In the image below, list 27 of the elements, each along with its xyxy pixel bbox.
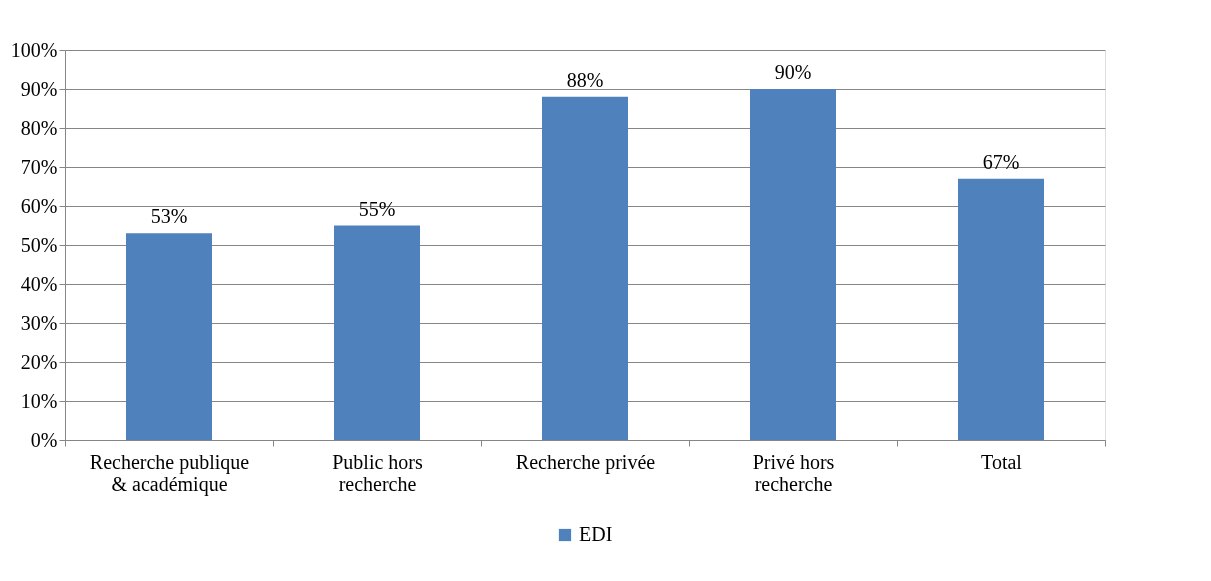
y-tick-label: 90% [20, 77, 58, 100]
y-tick-label: 30% [20, 311, 58, 334]
x-tick-label: Public hors recherche [332, 450, 423, 495]
y-tick-label: 50% [20, 233, 58, 256]
y-tick-label: 0% [30, 428, 58, 451]
y-tick-label: 10% [20, 389, 58, 412]
data-label: 67% [982, 150, 1020, 173]
data-label: 88% [566, 68, 604, 91]
x-tick-label: Privé hors recherche [752, 450, 835, 495]
data-label: 55% [358, 197, 396, 220]
data-label: 90% [774, 61, 812, 83]
data-label: 53% [150, 205, 188, 228]
y-tick-label: 100% [10, 38, 58, 61]
x-tick-label: Recherche publique & académique [89, 450, 250, 496]
x-tick-label: Recherche privée [515, 450, 656, 474]
x-tick-label: Total [981, 450, 1023, 473]
y-tick-label: 40% [20, 272, 58, 295]
bar [750, 89, 836, 440]
bar [542, 96, 628, 440]
bar [958, 178, 1044, 440]
bar [334, 225, 420, 440]
y-tick-label: 70% [20, 155, 58, 178]
y-tick-label: 60% [20, 194, 58, 217]
bar [126, 233, 212, 440]
y-tick-label: 20% [20, 350, 58, 373]
legend-label: EDI [579, 523, 613, 545]
y-tick-label: 80% [20, 116, 58, 139]
